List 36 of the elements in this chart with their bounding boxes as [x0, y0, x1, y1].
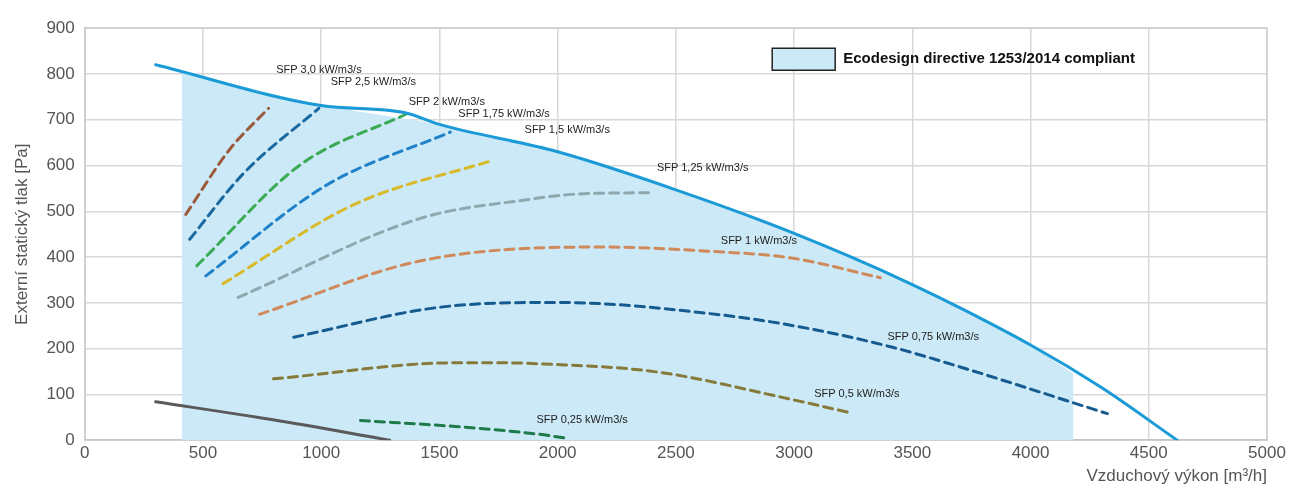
- legend-label: Ecodesign directive 1253/2014 compliant: [843, 49, 1135, 67]
- y-tick-label: 900: [46, 17, 75, 37]
- annotation: SFP 2,5 kW/m3/s: [330, 74, 417, 87]
- annotation: SFP 1 kW/m3/s: [720, 234, 798, 247]
- annotation: SFP 0,5 kW/m3/s: [814, 386, 901, 399]
- y-tick-label: 200: [46, 338, 75, 358]
- annotation: SFP 2 kW/m3/s: [408, 94, 486, 107]
- x-tick-label: 1500: [420, 443, 459, 463]
- y-tick-label: 500: [46, 201, 75, 220]
- y-tick-label: 300: [46, 292, 75, 312]
- y-tick-label: 0: [65, 429, 75, 449]
- annotation: SFP 1,5 kW/m3/s: [524, 123, 611, 136]
- x-tick-label: 4500: [1129, 443, 1168, 463]
- line-series: [292, 300, 1109, 416]
- x-tick-label: 500: [188, 443, 218, 463]
- x-tick-label: 2500: [656, 443, 695, 463]
- annotation: SFP 1,75 kW/m3/s: [458, 106, 551, 119]
- x-tick-label: 3000: [775, 443, 814, 463]
- y-tick-label: 700: [46, 109, 75, 129]
- x-axis-title: Vzduchový výkon [m³/h]: [1086, 466, 1267, 486]
- x-tick-label: 5000: [1248, 443, 1286, 463]
- x-tick-label: 4000: [1011, 443, 1050, 463]
- annotation: SFP 3,0 kW/m3/s: [276, 62, 363, 75]
- y-tick-label: 400: [46, 246, 75, 266]
- annotation: SFP 0,75 kW/m3/s: [887, 330, 980, 343]
- annotation: SFP 1,25 kW/m3/s: [656, 160, 749, 173]
- y-tick-label: 600: [46, 155, 75, 175]
- y-axis-title: Externí statický tlak [Pa]: [11, 143, 31, 325]
- annotation: SFP 0,25 kW/m3/s: [536, 412, 629, 425]
- y-tick-label: 800: [46, 63, 75, 83]
- line-series: [258, 245, 882, 316]
- x-tick-label: 2000: [538, 443, 577, 463]
- x-tick-label: 1000: [302, 443, 341, 463]
- x-tick-label: 0: [80, 443, 90, 463]
- y-tick-label: 100: [46, 384, 75, 404]
- x-tick-label: 3500: [893, 443, 932, 463]
